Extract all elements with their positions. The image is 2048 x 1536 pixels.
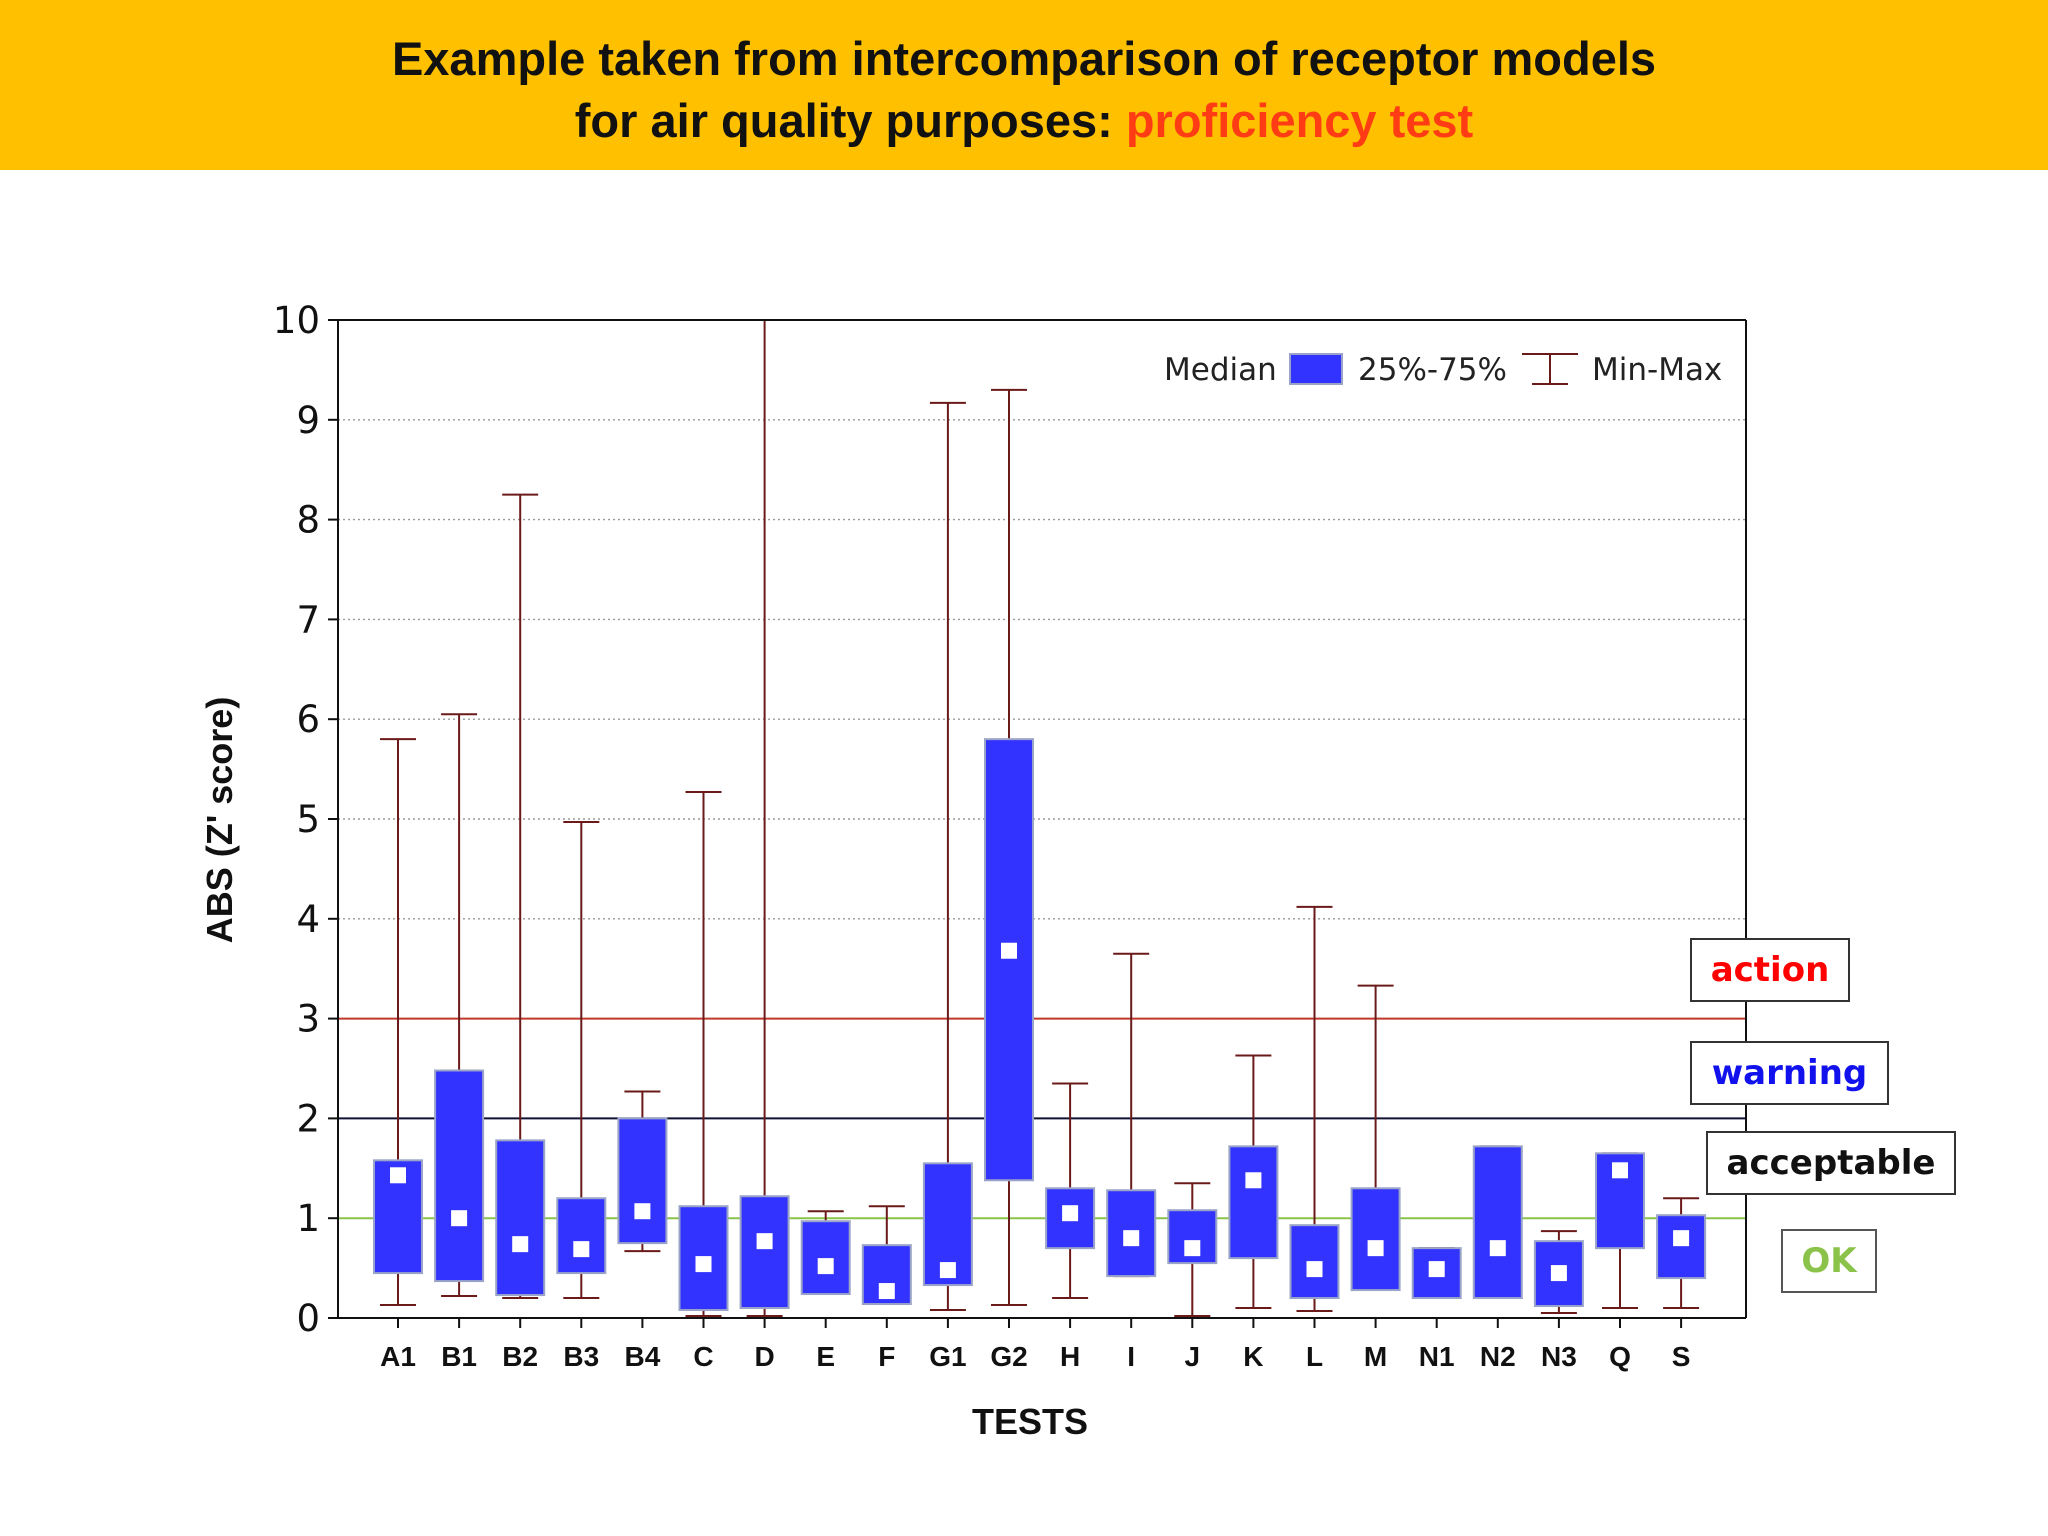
x-tick-label: N3 bbox=[1541, 1341, 1577, 1372]
median-marker-D bbox=[756, 1233, 773, 1250]
x-tick-label: A1 bbox=[380, 1341, 416, 1372]
x-tick-label: D bbox=[754, 1341, 774, 1372]
x-tick-label: B3 bbox=[563, 1341, 599, 1372]
median-marker-K bbox=[1245, 1172, 1262, 1189]
median-marker-N2 bbox=[1489, 1240, 1506, 1257]
y-tick-label: 1 bbox=[296, 1197, 320, 1240]
box-E bbox=[800, 1220, 851, 1296]
median-marker-B2 bbox=[512, 1236, 529, 1253]
x-tick-label: C bbox=[693, 1341, 713, 1372]
x-tick-label: B4 bbox=[625, 1341, 661, 1372]
y-axis-title: ABS (Z' score) bbox=[199, 697, 240, 944]
x-tick-label: F bbox=[878, 1341, 895, 1372]
zone-label-warning: warning bbox=[1690, 1041, 1889, 1105]
median-marker-G1 bbox=[939, 1262, 956, 1279]
title-banner: Example taken from intercomparison of re… bbox=[0, 0, 2048, 170]
median-marker-N1 bbox=[1428, 1261, 1445, 1278]
box-K bbox=[1228, 1145, 1279, 1260]
y-tick-label: 0 bbox=[296, 1297, 320, 1340]
median-marker-A1 bbox=[390, 1167, 406, 1184]
title-line-2: for air quality purposes: proficiency te… bbox=[0, 90, 2048, 152]
box-B4 bbox=[617, 1117, 668, 1245]
median-marker-B3 bbox=[573, 1241, 590, 1258]
x-axis-title: TESTS bbox=[972, 1401, 1088, 1442]
zone-label-ok: OK bbox=[1781, 1229, 1877, 1293]
median-marker-J bbox=[1184, 1240, 1201, 1257]
x-tick-label: G1 bbox=[929, 1341, 966, 1372]
title-line-2-accent: proficiency test bbox=[1125, 94, 1474, 147]
title-line-1: Example taken from intercomparison of re… bbox=[391, 32, 1657, 85]
box-M bbox=[1350, 1187, 1401, 1292]
box-D bbox=[739, 1195, 790, 1310]
x-tick-label: H bbox=[1060, 1341, 1080, 1372]
median-marker-F bbox=[878, 1283, 895, 1300]
y-tick-label: 8 bbox=[296, 499, 320, 542]
box-N2 bbox=[1472, 1145, 1523, 1300]
median-marker-C bbox=[695, 1256, 712, 1273]
y-tick-label: 7 bbox=[296, 598, 320, 641]
y-tick-label: 10 bbox=[273, 299, 320, 342]
x-tick-label: B2 bbox=[502, 1341, 538, 1372]
legend-label-median: Median bbox=[1164, 352, 1277, 388]
box-B1 bbox=[434, 1069, 485, 1283]
median-marker-N3 bbox=[1550, 1265, 1567, 1282]
box-B2 bbox=[495, 1139, 546, 1297]
median-marker-B1 bbox=[451, 1210, 468, 1227]
y-tick-label: 6 bbox=[296, 698, 320, 741]
x-tick-label: B1 bbox=[441, 1341, 477, 1372]
box-G2 bbox=[984, 738, 1034, 1182]
box-A1 bbox=[373, 1159, 423, 1275]
median-marker-B4 bbox=[634, 1203, 651, 1220]
legend-label-range: Min-Max bbox=[1592, 352, 1722, 388]
y-tick-label: 9 bbox=[296, 399, 320, 442]
median-marker-S bbox=[1673, 1230, 1690, 1247]
median-marker-Q bbox=[1612, 1162, 1628, 1179]
y-tick-label: 3 bbox=[296, 998, 320, 1041]
median-marker-L bbox=[1306, 1261, 1323, 1278]
x-tick-label: E bbox=[816, 1341, 835, 1372]
x-tick-label: I bbox=[1127, 1341, 1135, 1372]
x-tick-label: J bbox=[1185, 1341, 1201, 1372]
y-tick-label: 4 bbox=[296, 898, 320, 941]
y-tick-label: 5 bbox=[296, 798, 320, 841]
median-marker-H bbox=[1062, 1205, 1079, 1222]
zone-label-acceptable: acceptable bbox=[1706, 1131, 1956, 1195]
x-tick-label: N1 bbox=[1419, 1341, 1455, 1372]
legend-swatch-box bbox=[1289, 353, 1343, 385]
y-tick-label: 2 bbox=[296, 1097, 320, 1140]
legend-label-box: 25%-75% bbox=[1358, 352, 1507, 388]
x-tick-label: K bbox=[1243, 1341, 1263, 1372]
zone-label-action: action bbox=[1690, 938, 1850, 1002]
x-tick-label: M bbox=[1364, 1341, 1387, 1372]
x-tick-label: G2 bbox=[990, 1341, 1027, 1372]
x-tick-label: Q bbox=[1609, 1341, 1631, 1372]
box-S bbox=[1656, 1214, 1707, 1280]
x-tick-label: N2 bbox=[1480, 1341, 1516, 1372]
x-tick-label: S bbox=[1672, 1341, 1691, 1372]
median-marker-I bbox=[1123, 1230, 1140, 1247]
median-marker-M bbox=[1367, 1240, 1384, 1257]
median-marker-G2 bbox=[1001, 942, 1017, 959]
median-marker-E bbox=[817, 1258, 834, 1275]
title-line-2-prefix: for air quality purposes: bbox=[574, 94, 1126, 147]
x-tick-label: L bbox=[1306, 1341, 1323, 1372]
box-B3 bbox=[556, 1197, 607, 1275]
